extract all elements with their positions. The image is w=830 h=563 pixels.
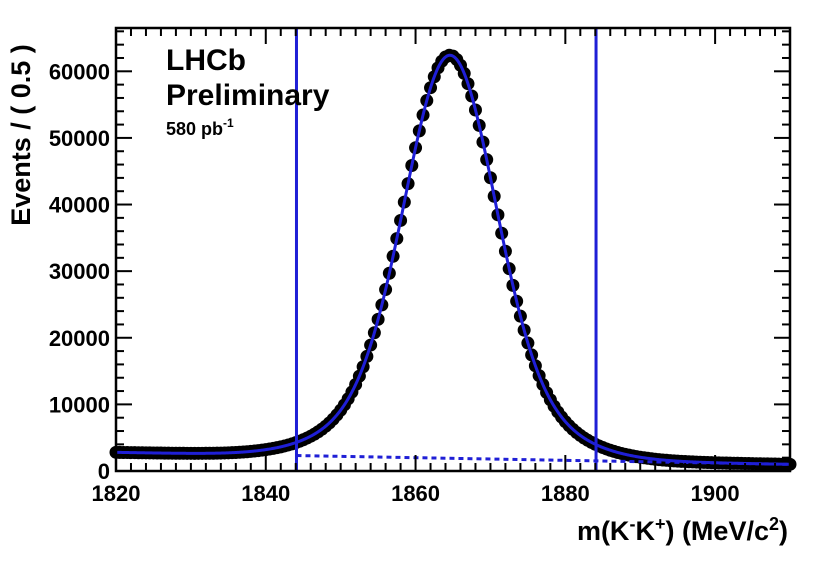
y-tick-label: 0 <box>98 459 110 484</box>
x-title-mid: K <box>635 516 655 546</box>
background-fit-line <box>296 454 791 466</box>
x-title-suffix: ) (MeV/c <box>665 516 769 546</box>
x-title-sup1: - <box>629 514 635 534</box>
luminosity-value: 580 pb <box>166 119 223 139</box>
x-title-close: ) <box>779 516 788 546</box>
y-tick-label: 10000 <box>49 392 110 417</box>
data-layer <box>109 48 797 471</box>
experiment-label: LHCb <box>166 44 246 77</box>
x-title-sup2: + <box>655 514 666 534</box>
x-tick-label: 1880 <box>541 481 590 506</box>
y-tick-label: 20000 <box>49 326 110 351</box>
x-tick-label: 1840 <box>241 481 290 506</box>
x-tick-label: 1820 <box>92 481 141 506</box>
y-tick-label: 50000 <box>49 126 110 151</box>
y-axis-title: Events / ( 0.5 ) <box>6 44 36 226</box>
y-tick-label: 30000 <box>49 259 110 284</box>
y-tick-label: 60000 <box>49 59 110 84</box>
total-fit-line <box>115 53 791 466</box>
label-layer: 1820 1840 1860 1880 1900 0 10000 20000 30000 4000… <box>49 59 740 506</box>
luminosity-exponent: -1 <box>223 116 234 130</box>
status-label: Preliminary <box>166 79 330 112</box>
luminosity-label: 580 pb-1 <box>166 116 234 139</box>
x-title-prefix: m(K <box>577 516 630 546</box>
tick-layer <box>115 28 791 472</box>
y-tick-label: 40000 <box>49 193 110 218</box>
x-title-sup3: 2 <box>769 514 779 534</box>
x-tick-label: 1900 <box>691 481 740 506</box>
x-tick-label: 1860 <box>391 481 440 506</box>
plot-frame <box>114 26 792 473</box>
x-axis-title: m(K-K+) (MeV/c2) <box>577 514 788 546</box>
fit-layer <box>115 28 791 471</box>
